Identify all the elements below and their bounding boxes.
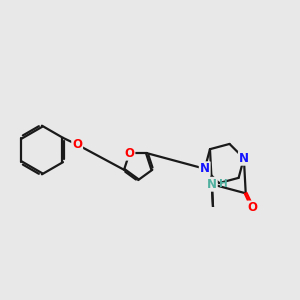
Text: N: N	[239, 152, 249, 165]
Text: O: O	[72, 138, 82, 151]
Text: O: O	[248, 202, 258, 214]
Text: O: O	[124, 147, 134, 160]
Text: N: N	[207, 178, 217, 191]
Text: N: N	[200, 162, 210, 175]
Text: H: H	[219, 179, 228, 189]
